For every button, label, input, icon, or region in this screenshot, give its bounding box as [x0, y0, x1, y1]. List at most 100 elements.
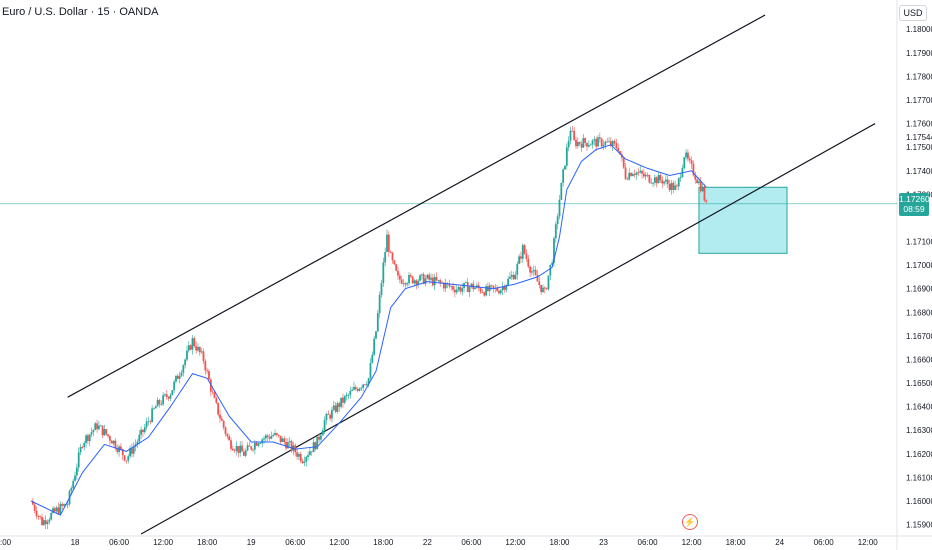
candle-body	[648, 175, 651, 183]
price-tick-label: 1.18000	[906, 25, 932, 34]
candle-body	[329, 414, 332, 419]
candle-body	[692, 163, 695, 176]
candle-body	[409, 274, 412, 277]
candle-body	[288, 441, 291, 443]
candle-body	[354, 387, 357, 389]
time-tick-label: 18:00	[197, 538, 218, 547]
candle-body	[175, 375, 177, 382]
candle-body	[309, 451, 311, 456]
candle-body	[349, 390, 352, 395]
candle-body	[420, 274, 423, 276]
candle-body	[703, 186, 706, 201]
candle-body	[151, 408, 154, 423]
candle-body	[165, 394, 168, 397]
time-tick-label: 19	[247, 538, 256, 547]
candle-body	[422, 274, 425, 284]
candle-body	[81, 447, 84, 448]
candle-body	[521, 245, 524, 259]
candle-body	[202, 351, 205, 362]
candle-body	[406, 283, 409, 285]
candle-body	[376, 313, 379, 332]
candle-body	[145, 421, 148, 428]
candle-body	[112, 440, 115, 444]
candle-body	[510, 274, 513, 277]
symbol-title: Euro / U.S. Dollar · 15 · OANDA	[2, 6, 159, 18]
candle-body	[189, 345, 192, 350]
candle-body	[523, 245, 526, 254]
candle-body	[231, 448, 234, 451]
candle-body	[676, 185, 678, 187]
candle-body	[285, 442, 287, 449]
candle-body	[228, 436, 231, 441]
time-tick-label: 22	[423, 538, 432, 547]
time-tick-label: 12:00	[329, 538, 350, 547]
candle-body	[61, 503, 64, 506]
candle-body	[670, 182, 673, 191]
candle-body	[584, 138, 587, 143]
candle-body	[92, 429, 95, 433]
candle-body	[197, 346, 199, 351]
candle-body	[474, 287, 476, 290]
candle-body	[72, 480, 75, 489]
candle-body	[44, 520, 47, 525]
candle-body	[540, 284, 543, 293]
candle-body	[527, 258, 530, 267]
candle-body	[633, 174, 636, 175]
time-tick-label: 06:00	[109, 538, 130, 547]
candle-body	[576, 141, 579, 147]
time-tick-label: 18:00	[373, 538, 394, 547]
candle-body	[373, 338, 376, 355]
candle-body	[375, 331, 377, 339]
lightning-icon[interactable]: ⚡	[682, 514, 698, 530]
candle-body	[158, 399, 161, 405]
candle-body	[248, 445, 251, 447]
candle-body	[371, 354, 374, 363]
candle-body	[400, 279, 403, 284]
candle-body	[569, 130, 572, 141]
candle-body	[131, 448, 133, 454]
candle-body	[582, 138, 585, 148]
candle-body	[393, 260, 396, 265]
last-price-value: 1.17260	[899, 194, 930, 204]
candle-body	[690, 160, 693, 164]
candle-body	[571, 130, 574, 132]
candle-body	[186, 350, 188, 360]
candle-body	[347, 394, 350, 396]
candle-body	[543, 287, 546, 289]
candle-body	[442, 283, 445, 289]
candle-body	[39, 516, 42, 517]
candle-body	[529, 266, 532, 273]
time-tick-label: 18:00	[726, 538, 747, 547]
candle-body	[272, 434, 275, 436]
candle-body	[283, 438, 286, 443]
candle-body	[450, 286, 453, 288]
candle-body	[439, 280, 442, 283]
candle-body	[468, 286, 471, 293]
candle-body	[639, 170, 642, 173]
price-tick-label: 1.17600	[906, 120, 932, 129]
candle-body	[86, 435, 89, 442]
target-box	[698, 186, 788, 254]
candle-body	[481, 292, 484, 293]
candle-body	[545, 288, 548, 290]
candle-body	[75, 467, 78, 476]
candle-body	[694, 175, 697, 180]
candle-body	[483, 292, 486, 296]
candle-body	[88, 434, 91, 442]
candle-body	[217, 402, 220, 415]
candle-body	[296, 452, 298, 457]
currency-button[interactable]: USD	[899, 5, 927, 21]
candle-body	[125, 460, 128, 462]
candle-body	[310, 451, 313, 453]
candle-body	[127, 456, 130, 461]
candle-body	[336, 403, 339, 412]
candle-body	[206, 370, 209, 372]
candle-body	[110, 440, 113, 444]
candle-body	[378, 295, 381, 314]
candle-body	[314, 442, 317, 450]
time-tick-label: 24	[775, 538, 784, 547]
candle-body	[496, 287, 498, 291]
candle-body	[259, 443, 262, 444]
